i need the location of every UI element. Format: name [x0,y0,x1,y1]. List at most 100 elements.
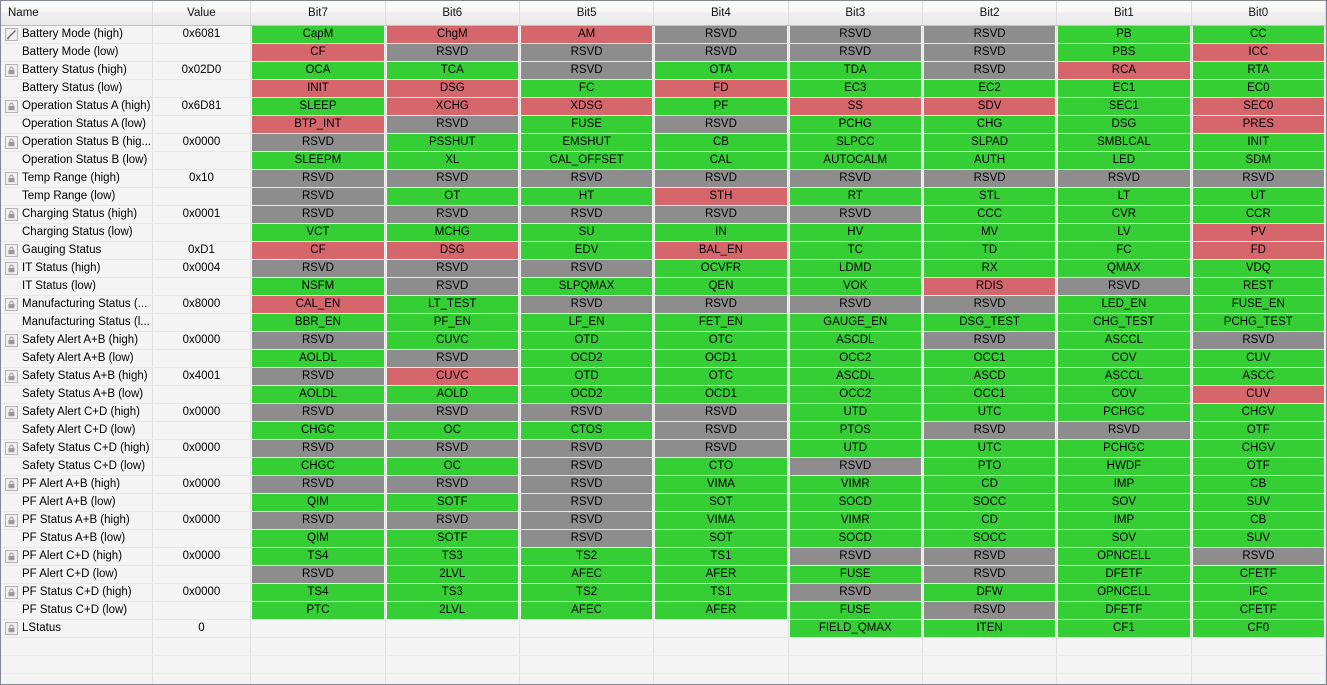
row-name-cell[interactable]: Operation Status B (hig... [1,133,153,152]
table-row[interactable]: Operation Status B (hig... 0x0000 RSVD PSSH… [1,133,1326,152]
row-name-cell[interactable]: Manufacturing Status (l... [1,313,153,332]
bit-cell-bit2[interactable]: STL [922,187,1058,206]
column-header-bit6[interactable]: Bit6 [385,1,520,26]
bit-cell-bit3[interactable]: GAUGE_EN [788,313,923,332]
row-value-cell[interactable]: 0x0000 [152,511,252,530]
column-header-value[interactable]: Value [152,1,252,26]
bit-cell-bit4[interactable]: TS1 [653,547,789,566]
bit-cell-bit6[interactable]: AOLD [385,385,520,404]
bit-cell-bit0[interactable]: RSVD [1191,331,1326,350]
row-name-cell[interactable]: IT Status (high) [1,259,153,278]
bit-cell-bit7[interactable]: SLEEP [250,97,386,116]
bit-cell-bit5[interactable]: EMSHUT [519,133,655,152]
bit-cell-bit2[interactable]: TD [922,241,1058,260]
row-value-cell[interactable] [152,115,252,134]
bit-cell-bit3[interactable]: VOK [788,277,923,296]
bit-cell-bit3[interactable]: RSVD [788,205,923,224]
bit-cell-bit1[interactable]: SEC1 [1056,97,1192,116]
bit-cell-bit1[interactable]: PCHGC [1056,403,1192,422]
bit-cell-bit1[interactable]: LED_EN [1056,295,1192,314]
bit-cell-bit6[interactable]: LT_TEST [385,295,520,314]
bit-cell-bit0[interactable]: FD [1191,241,1326,260]
row-value-cell[interactable] [152,493,252,512]
bit-cell-bit4[interactable]: CB [653,133,789,152]
bit-cell-bit7[interactable]: CAL_EN [250,295,386,314]
bit-cell-bit2[interactable]: UTC [922,403,1058,422]
table-row[interactable]: Operation Status B (low) SLEEPM XL CAL_OFFS… [1,151,1326,170]
bit-cell-bit4[interactable]: RSVD [653,205,789,224]
table-row[interactable]: Battery Mode (high) 0x6081 CapM ChgM AM RSVD R… [1,25,1326,44]
bit-cell-bit2[interactable]: ASCD [922,367,1058,386]
bit-cell-bit7[interactable]: RSVD [250,205,386,224]
row-value-cell[interactable]: 0x0000 [152,331,252,350]
bit-cell-bit6[interactable]: RSVD [385,511,520,530]
row-value-cell[interactable]: 0x0004 [152,259,252,278]
bit-cell-bit5[interactable]: SLPQMAX [519,277,655,296]
bit-cell-bit3[interactable]: PTOS [788,421,923,440]
bit-cell-bit5[interactable]: FUSE [519,115,655,134]
bit-cell-bit1[interactable]: RSVD [1056,277,1192,296]
bit-cell-bit6[interactable]: RSVD [385,169,520,188]
row-value-cell[interactable]: 0x4001 [152,367,252,386]
bit-cell-bit7[interactable]: BBR_EN [250,313,386,332]
row-value-cell[interactable]: 0x6D81 [152,97,252,116]
table-row[interactable]: Charging Status (low) VCT MCHG SU IN HV MV LV PV [1,223,1326,242]
table-row[interactable]: Battery Mode (low) CF RSVD RSVD RSVD RSVD RSVD… [1,43,1326,62]
bit-cell-bit3[interactable]: OCC2 [788,349,923,368]
bit-cell-bit4[interactable]: SOT [653,493,789,512]
bit-cell-bit0[interactable]: RSVD [1191,547,1326,566]
table-row[interactable]: IT Status (low) NSFM RSVD SLPQMAX QEN VOK RDIS… [1,277,1326,296]
bit-cell-bit4[interactable]: RSVD [653,439,789,458]
row-name-cell[interactable]: Charging Status (high) [1,205,153,224]
bit-cell-bit7[interactable]: CF [250,241,386,260]
table-row[interactable]: PF Alert C+D (high) 0x0000 TS4 TS3 TS2 TS1 RSV… [1,547,1326,566]
bit-cell-bit2[interactable]: DFW [922,583,1058,602]
bit-cell-bit5[interactable] [519,619,655,638]
bit-cell-bit4[interactable]: VIMA [653,475,789,494]
table-row[interactable]: PF Status C+D (low) PTC 2LVL AFEC AFER FUSE RS… [1,601,1326,620]
table-row[interactable]: PF Alert A+B (low) QIM SOTF RSVD SOT SOCD SOCC… [1,493,1326,512]
bit-cell-bit3[interactable]: RSVD [788,457,923,476]
bit-cell-bit4[interactable]: VIMA [653,511,789,530]
bit-cell-bit5[interactable]: RSVD [519,511,655,530]
bit-cell-bit4[interactable]: RSVD [653,43,789,62]
bit-cell-bit3[interactable]: ASCDL [788,331,923,350]
bit-cell-bit4[interactable]: STH [653,187,789,206]
bit-cell-bit4[interactable]: SOT [653,529,789,548]
bit-cell-bit7[interactable]: RSVD [250,367,386,386]
table-row[interactable]: Operation Status A (high) 0x6D81 SLEEP XCHG… [1,97,1326,116]
bit-cell-bit3[interactable]: UTD [788,403,923,422]
table-row[interactable]: PF Alert A+B (high) 0x0000 RSVD RSVD RSVD VIM… [1,475,1326,494]
table-row[interactable]: Temp Range (high) 0x10 RSVD RSVD RSVD RSVD RSV… [1,169,1326,188]
row-name-cell[interactable]: Battery Mode (high) [1,25,153,44]
bit-cell-bit5[interactable]: TS2 [519,583,655,602]
bit-cell-bit6[interactable]: OT [385,187,520,206]
bit-cell-bit0[interactable]: RTA [1191,61,1326,80]
table-row[interactable]: Battery Status (low) INIT DSG FC FD EC3 EC2 EC1… [1,79,1326,98]
bit-cell-bit1[interactable]: OPNCELL [1056,547,1192,566]
row-value-cell[interactable] [152,457,252,476]
bit-cell-bit7[interactable]: RSVD [250,475,386,494]
row-name-cell[interactable]: PF Status A+B (low) [1,529,153,548]
row-value-cell[interactable]: 0x6081 [152,25,252,44]
bit-cell-bit3[interactable]: FIELD_QMAX [788,619,923,638]
bit-cell-bit7[interactable]: CapM [250,25,386,44]
row-name-cell[interactable]: LStatus [1,619,153,638]
bit-cell-bit0[interactable]: SDM [1191,151,1326,170]
lock-icon[interactable] [5,369,18,383]
bit-cell-bit6[interactable]: XL [385,151,520,170]
bit-cell-bit0[interactable]: PCHG_TEST [1191,313,1326,332]
bit-cell-bit7[interactable]: OCA [250,61,386,80]
bit-cell-bit5[interactable]: CTOS [519,421,655,440]
bit-cell-bit2[interactable]: MV [922,223,1058,242]
bit-cell-bit6[interactable]: DSG [385,79,520,98]
bit-cell-bit1[interactable]: SMBLCAL [1056,133,1192,152]
bit-cell-bit4[interactable] [653,619,789,638]
bit-cell-bit7[interactable]: CF [250,43,386,62]
row-name-cell[interactable]: Battery Status (high) [1,61,153,80]
bit-cell-bit0[interactable]: CUV [1191,349,1326,368]
table-row[interactable]: Safety Status A+B (high) 0x4001 RSVD CUVC OT… [1,367,1326,386]
bit-cell-bit0[interactable]: EC0 [1191,79,1326,98]
row-value-cell[interactable]: 0x8000 [152,295,252,314]
table-row[interactable]: Battery Status (high) 0x02D0 OCA TCA RSVD OTA… [1,61,1326,80]
